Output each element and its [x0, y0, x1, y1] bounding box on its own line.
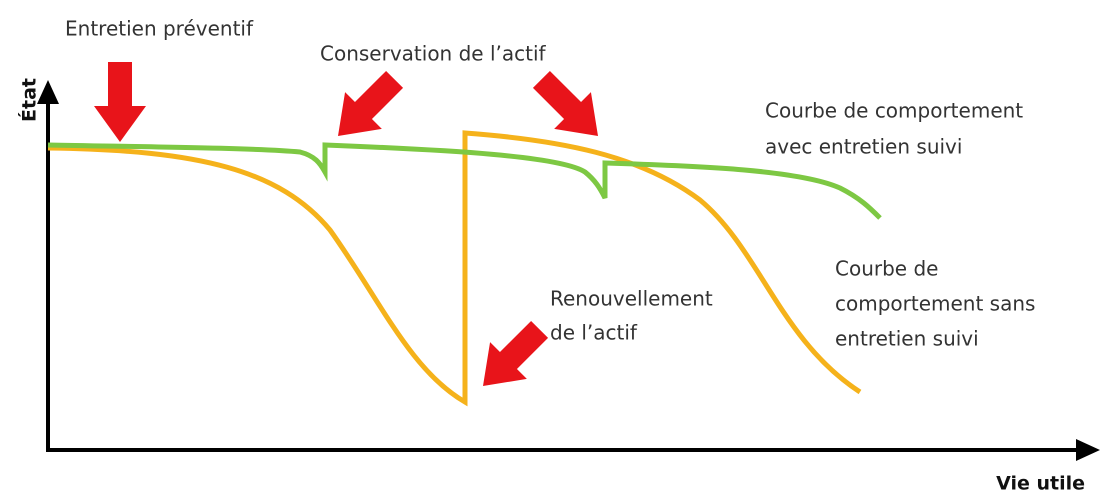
x-axis-label: Vie utile [996, 473, 1085, 495]
arrow [319, 61, 413, 155]
annotation: Entretien préventif [65, 17, 254, 41]
curve-label: entretien suivi [835, 327, 979, 351]
curve-label: Courbe de comportement [765, 99, 1023, 123]
arrow [464, 311, 558, 405]
x-axis-arrow [1076, 439, 1100, 461]
curve-with-maintenance [47, 142, 882, 220]
curve-label: comportement sans [835, 292, 1035, 316]
curve-without-maintenance [47, 130, 862, 407]
y-axis-label: État [18, 78, 41, 122]
annotation: Conservation de l’actif [320, 42, 547, 66]
y-axis-arrow [37, 80, 59, 104]
annotation: Renouvellement [550, 287, 713, 311]
curve-label: avec entretien suivi [765, 135, 962, 159]
annotation: de l’actif [550, 321, 638, 345]
curve-label: Courbe de [835, 257, 938, 281]
arrow [94, 62, 146, 142]
